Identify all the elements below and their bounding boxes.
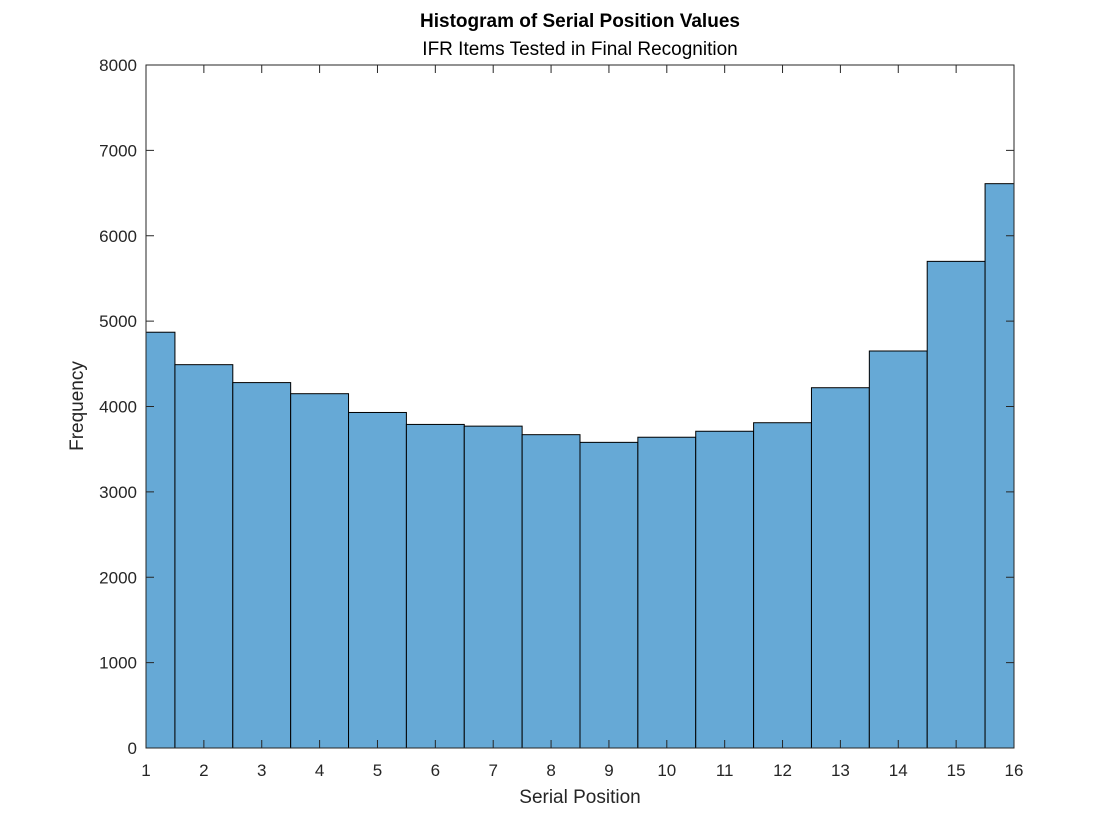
x-tick-label: 4 [315,761,324,780]
y-axis-label: Frequency [67,361,88,451]
x-tick-label: 10 [657,761,676,780]
y-tick-label: 5000 [99,312,137,331]
chart-subtitle: IFR Items Tested in Final Recognition [422,39,737,60]
y-tick-label: 0 [128,739,137,758]
y-tick-label: 8000 [99,56,137,75]
histogram-bar-3 [232,382,292,749]
y-tick-labels: 0 1000 2000 3000 4000 5000 6000 7000 8000 [99,56,137,758]
x-tick-label: 12 [773,761,792,780]
x-tick-label: 9 [604,761,613,780]
histogram-bar-12 [753,422,812,749]
histogram-bar-2 [174,364,234,749]
y-tick-label: 2000 [99,568,137,587]
x-axis-label: Serial Position [519,787,640,808]
x-tick-label: 7 [488,761,497,780]
histogram-bar-1 [145,331,176,749]
histogram-bar-4 [290,393,350,749]
y-tick-label: 4000 [99,398,137,417]
histogram-bar-14 [868,350,928,749]
x-tick-label: 14 [889,761,908,780]
histogram-bar-7 [463,425,523,749]
histogram-bar-5 [348,411,407,749]
x-tick-label: 13 [831,761,850,780]
histogram-bar-10 [637,436,697,749]
x-tick-label: 5 [373,761,382,780]
y-tick-label: 1000 [99,654,137,673]
x-tick-label: 6 [431,761,440,780]
x-tick-label: 3 [257,761,266,780]
x-tick-label: 8 [546,761,555,780]
histogram-bar-8 [521,434,581,749]
histogram-bar-11 [695,430,755,749]
x-tick-labels: 1 2 3 4 5 6 7 8 9 10 11 12 13 14 15 16 [141,761,1023,780]
x-tick-label: 15 [947,761,966,780]
histogram-bar-15 [926,260,986,749]
chart-title: Histogram of Serial Position Values [420,11,740,32]
axis-ticks [145,64,1015,749]
histogram-bar-9 [579,441,639,749]
histogram-bar-16 [984,183,1015,749]
histogram-bar-6 [405,423,465,749]
x-tick-label: 2 [199,761,208,780]
histogram-bar-13 [810,387,870,749]
histogram-bars [145,183,1015,749]
y-tick-label: 3000 [99,483,137,502]
y-tick-label: 6000 [99,227,137,246]
x-tick-label: 11 [716,761,734,780]
x-tick-label: 16 [1005,761,1024,780]
x-tick-label: 1 [141,761,150,780]
y-tick-label: 7000 [99,141,137,160]
